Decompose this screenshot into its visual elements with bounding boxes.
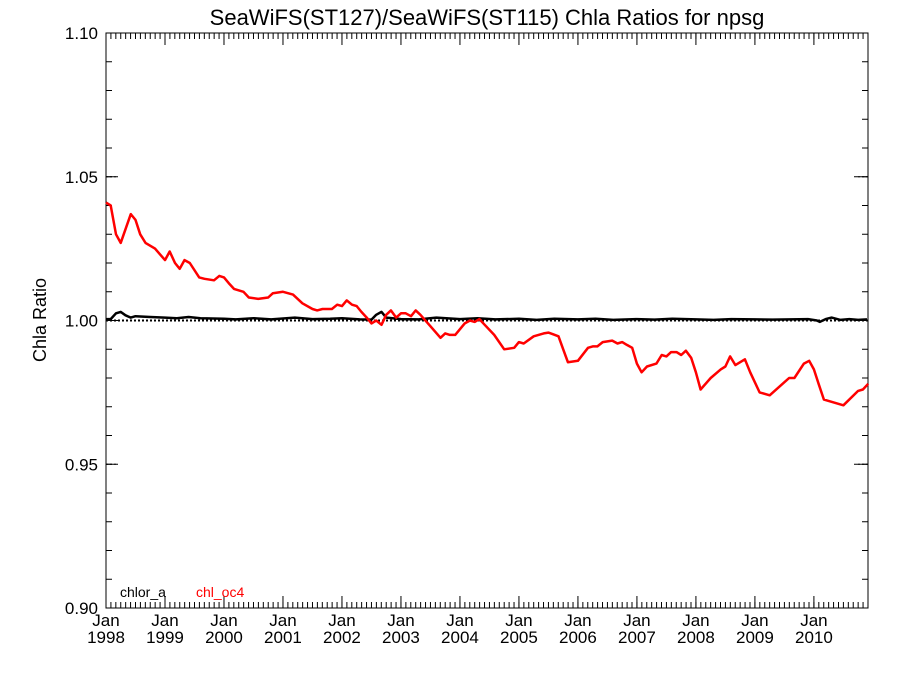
y-tick-label: 0.95: [65, 455, 98, 474]
y-tick-labels: 0.90 0.95 1.00 1.05 1.10: [65, 24, 98, 618]
x-tick-month: Jan: [269, 611, 296, 630]
x-tick-year: 1999: [146, 628, 184, 647]
y-tick-label: 1.00: [65, 312, 98, 331]
series-line-chlor_a: [106, 310, 868, 324]
x-tick-month: Jan: [151, 611, 178, 630]
x-tick-labels: Jan1998Jan1999Jan2000Jan2001Jan2002Jan20…: [87, 611, 833, 647]
legend-label-chl_oc4: chl_oc4: [196, 584, 244, 600]
x-tick-year: 2003: [382, 628, 420, 647]
x-tick-month: Jan: [92, 611, 119, 630]
x-tick-month: Jan: [387, 611, 414, 630]
x-tick-month: Jan: [800, 611, 827, 630]
chart-title: SeaWiFS(ST127)/SeaWiFS(ST115) Chla Ratio…: [210, 5, 765, 30]
x-tick-year: 2007: [618, 628, 656, 647]
x-tick-month: Jan: [564, 611, 591, 630]
x-tick-year: 2004: [441, 628, 479, 647]
data-series: [105, 201, 870, 407]
x-tick-year: 2010: [795, 628, 833, 647]
y-tick-label: 0.90: [65, 599, 98, 618]
y-tick-label: 1.05: [65, 168, 98, 187]
x-tick-year: 1998: [87, 628, 125, 647]
legend-label-chlor_a: chlor_a: [120, 584, 166, 600]
axis-ticks: [105, 32, 869, 609]
x-tick-year: 2001: [264, 628, 302, 647]
x-tick-year: 2000: [205, 628, 243, 647]
series-line-chl_oc4: [105, 201, 870, 407]
x-tick-month: Jan: [623, 611, 650, 630]
x-tick-year: 2005: [500, 628, 538, 647]
x-tick-month: Jan: [682, 611, 709, 630]
y-axis-label: Chla Ratio: [30, 278, 50, 362]
x-tick-year: 2006: [559, 628, 597, 647]
x-tick-year: 2002: [323, 628, 361, 647]
x-tick-month: Jan: [210, 611, 237, 630]
x-tick-month: Jan: [741, 611, 768, 630]
x-tick-year: 2009: [736, 628, 774, 647]
x-tick-month: Jan: [505, 611, 532, 630]
x-tick-month: Jan: [446, 611, 473, 630]
x-tick-year: 2008: [677, 628, 715, 647]
x-tick-month: Jan: [328, 611, 355, 630]
legend: chlor_a chl_oc4: [120, 584, 244, 600]
y-tick-label: 1.10: [65, 24, 98, 43]
